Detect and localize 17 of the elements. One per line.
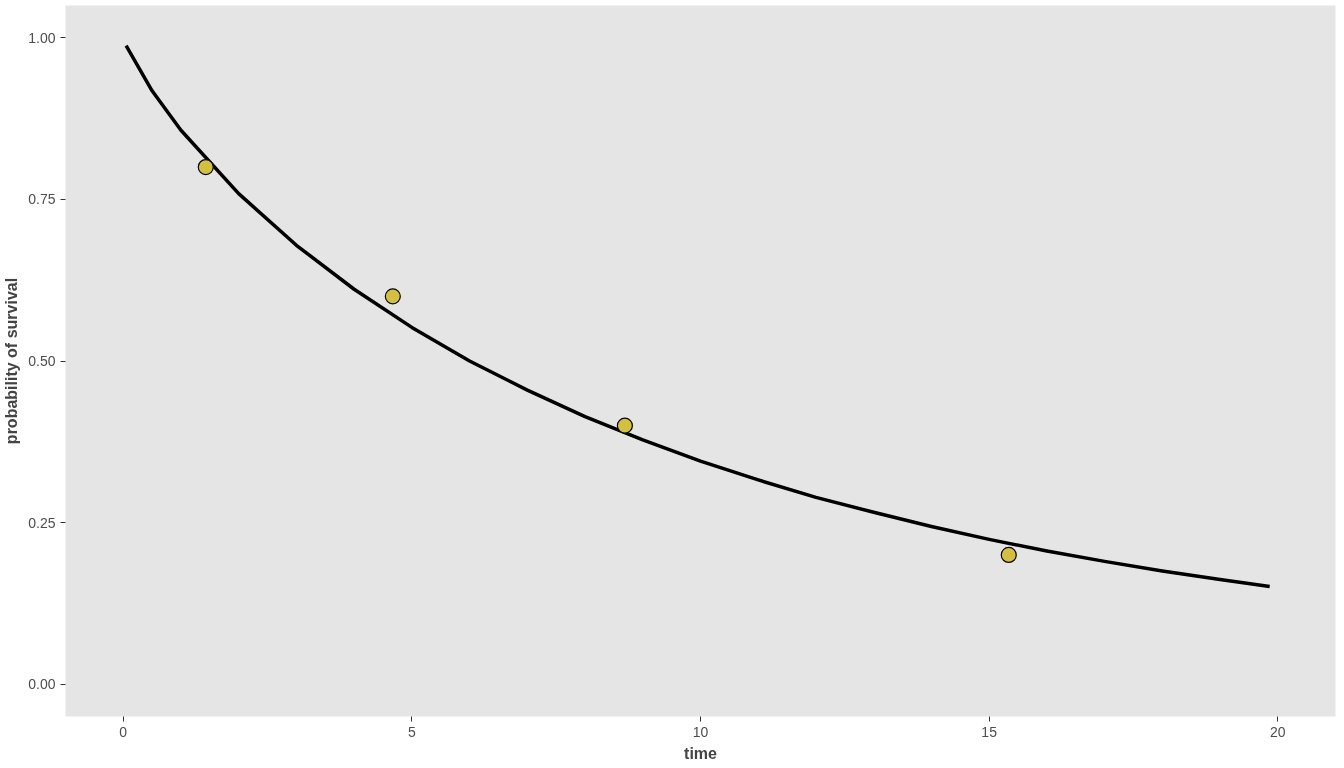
x-tick-label: 20	[1269, 723, 1286, 740]
y-tick-label: 1.00	[28, 29, 56, 46]
y-tick-label: 0.75	[28, 191, 56, 208]
y-tick-label: 0.00	[28, 676, 56, 693]
point	[197, 159, 214, 176]
y-tick-label: 0.50	[28, 353, 56, 369]
point	[1000, 546, 1017, 563]
x-tick-label: 0	[119, 723, 128, 740]
point	[384, 288, 401, 305]
y-tick-label: 0.25	[28, 514, 56, 531]
x-axis-title: time	[684, 744, 718, 762]
x-tick-label: 10	[692, 723, 709, 740]
point	[616, 417, 633, 434]
y-axis-title: probability of survival	[3, 277, 21, 445]
line-series	[124, 43, 1272, 589]
x-tick-label: 15	[981, 723, 998, 740]
x-tick-label: 5	[407, 723, 416, 740]
